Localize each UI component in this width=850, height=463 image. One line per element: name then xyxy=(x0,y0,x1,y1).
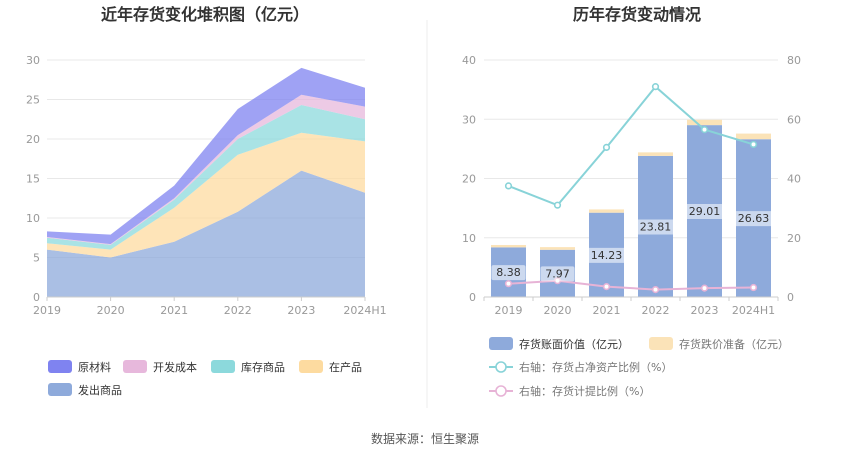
left-x-tick-label: 2023 xyxy=(287,304,315,317)
right-y-tick-label: 20 xyxy=(462,173,476,186)
left-legend-label: 库存商品 xyxy=(241,360,285,374)
left-chart-title: 近年存货变化堆积图（亿元） xyxy=(101,5,309,24)
bar-label-bg xyxy=(733,211,774,227)
left-legend-label: 发出商品 xyxy=(78,383,122,397)
right-y2-tick-label: 0 xyxy=(787,291,794,304)
right-x-tick-label: 2023 xyxy=(691,304,719,317)
line-point xyxy=(749,140,758,149)
area-series-2 xyxy=(47,132,365,258)
right-y-tick-label: 10 xyxy=(462,232,476,245)
right-x-tick-label: 2024H1 xyxy=(732,304,775,317)
right-legend-label: 右轴：存货占净资产比例（%） xyxy=(519,360,672,374)
left-legend-label: 原材料 xyxy=(78,360,111,374)
left-legend-label: 开发成本 xyxy=(153,360,197,374)
line-point xyxy=(749,283,758,292)
line-point xyxy=(504,182,513,190)
bar-label-bg xyxy=(491,265,526,281)
left-y-tick-label: 30 xyxy=(26,54,40,67)
left-legend-swatch xyxy=(48,383,72,396)
left-legend-label: 在产品 xyxy=(329,360,362,374)
area-series-3 xyxy=(47,105,365,250)
stacked-area-chart: 0 5 10 15 20 25 30 2019 2020 2021 2022 2023 2024H1 xyxy=(26,54,387,317)
right-legend-marker xyxy=(495,361,507,373)
left-y-tick-label: 20 xyxy=(26,133,40,146)
provision-bar xyxy=(540,247,575,250)
right-y-tick-label: 0 xyxy=(469,291,476,304)
left-x-tick-label: 2022 xyxy=(224,304,252,317)
right-legend-marker xyxy=(495,385,507,397)
right-y2-tick-label: 40 xyxy=(787,173,801,186)
bar-value-label: 14.23 xyxy=(591,249,623,262)
area-series-4 xyxy=(47,94,365,245)
bar-line-chart: 0 10 20 30 40 0 20 40 60 80 2019 2020 2021 2022 2023 20… xyxy=(462,54,801,317)
right-x-tick-label: 2019 xyxy=(495,304,523,317)
left-x-tick-label: 2024H1 xyxy=(343,304,386,317)
right-y-tick-label: 30 xyxy=(462,113,476,126)
right-legend-swatch xyxy=(489,337,513,350)
line-point xyxy=(700,284,709,292)
line-point xyxy=(651,285,660,294)
line-point xyxy=(602,283,611,291)
bar-value-label: 7.97 xyxy=(545,267,570,280)
left-legend-swatch xyxy=(123,360,147,373)
provision-bar xyxy=(589,209,624,213)
left-x-tick-label: 2019 xyxy=(33,304,61,317)
provision-bar xyxy=(736,133,771,140)
area-series-5 xyxy=(47,67,365,245)
right-x-tick-label: 2021 xyxy=(593,304,621,317)
bar-value-label: 8.38 xyxy=(496,266,521,279)
bar-value-label: 29.01 xyxy=(689,205,721,218)
bar-value-label: 23.81 xyxy=(640,220,672,233)
bar-label-bg xyxy=(586,247,627,263)
bar-label-bg xyxy=(684,204,725,220)
line-point xyxy=(602,143,611,151)
bar-label-bg xyxy=(635,219,676,235)
left-y-tick-label: 5 xyxy=(33,252,40,265)
right-x-tick-label: 2020 xyxy=(544,304,572,317)
area-series-1 xyxy=(47,170,365,297)
right-y2-tick-label: 60 xyxy=(787,113,801,126)
right-legend-label: 存货账面价值（亿元） xyxy=(519,337,629,351)
left-y-tick-label: 15 xyxy=(26,173,40,186)
right-legend: 存货账面价值（亿元） 存货跌价准备（亿元） 右轴：存货占净资产比例（%） 右轴：存货计… xyxy=(489,337,789,398)
left-y-tick-label: 0 xyxy=(33,291,40,304)
right-legend-label: 存货跌价准备（亿元） xyxy=(679,337,789,351)
line-point xyxy=(651,83,660,91)
bar-value-label: 26.63 xyxy=(738,212,770,225)
data-source-label: 数据来源：恒生聚源 xyxy=(371,431,479,446)
left-x-tick-label: 2021 xyxy=(160,304,188,317)
provision-bar xyxy=(491,244,526,248)
left-legend-swatch xyxy=(48,360,72,373)
line-point xyxy=(504,280,513,288)
provision-bar xyxy=(687,119,722,126)
line-point xyxy=(700,126,709,134)
right-y2-tick-label: 80 xyxy=(787,54,801,67)
left-legend-swatch xyxy=(299,360,323,373)
left-legend-swatch xyxy=(211,360,235,373)
line-point xyxy=(553,201,562,209)
right-x-tick-label: 2022 xyxy=(642,304,670,317)
right-line-series-1 xyxy=(508,85,754,207)
left-y-tick-label: 25 xyxy=(26,94,40,107)
right-legend-label: 右轴：存货计提比例（%） xyxy=(519,384,650,398)
right-y2-tick-label: 20 xyxy=(787,232,801,245)
provision-bar xyxy=(638,152,673,156)
bar-label-bg xyxy=(540,266,575,282)
right-chart-title: 历年存货变动情况 xyxy=(573,5,701,24)
right-y-tick-label: 40 xyxy=(462,54,476,67)
left-y-tick-label: 10 xyxy=(26,212,40,225)
right-legend-swatch xyxy=(649,337,673,350)
left-x-tick-label: 2020 xyxy=(97,304,125,317)
